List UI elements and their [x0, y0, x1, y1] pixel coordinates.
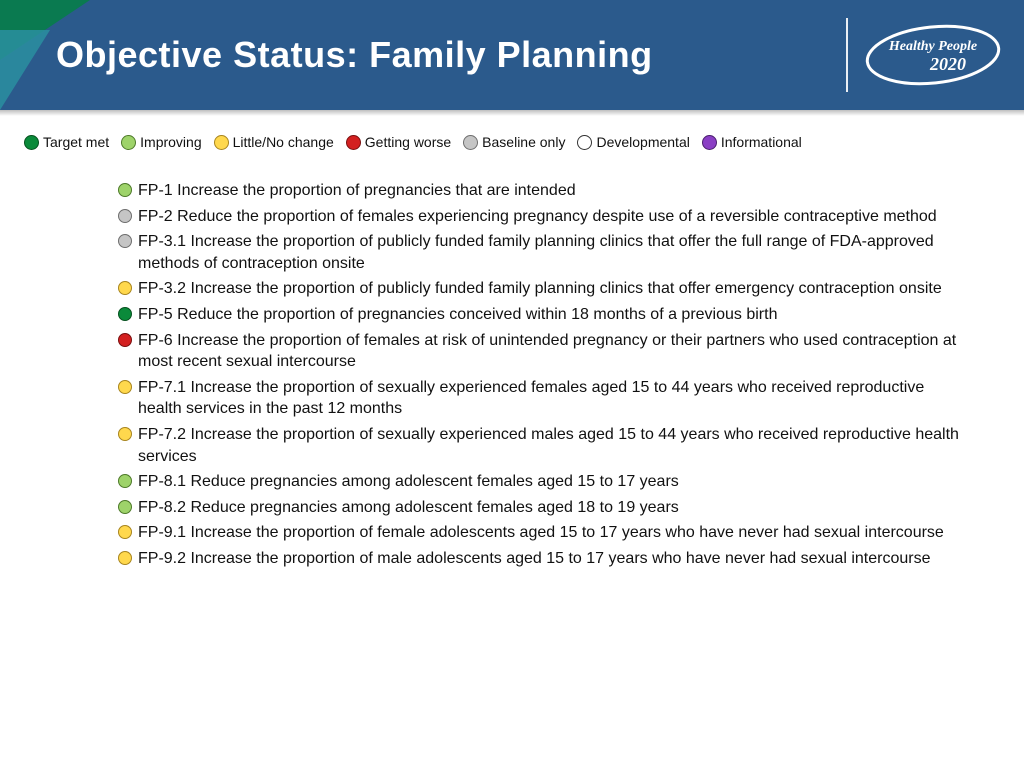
status-dot-icon	[702, 135, 717, 150]
legend-item-little-change: Little/No change	[214, 134, 334, 150]
objective-text: FP-7.2 Increase the proportion of sexual…	[138, 424, 964, 467]
legend-label: Target met	[43, 134, 109, 150]
header-divider	[846, 18, 848, 92]
objective-text: FP-9.1 Increase the proportion of female…	[138, 522, 944, 544]
objective-text: FP-2 Reduce the proportion of females ex…	[138, 206, 937, 228]
status-dot-icon	[118, 281, 132, 295]
legend-label: Getting worse	[365, 134, 451, 150]
legend-label: Informational	[721, 134, 802, 150]
status-dot-icon	[118, 551, 132, 565]
objective-text: FP-3.2 Increase the proportion of public…	[138, 278, 942, 300]
objective-row: FP-2 Reduce the proportion of females ex…	[118, 206, 964, 228]
objective-text: FP-7.1 Increase the proportion of sexual…	[138, 377, 964, 420]
legend-label: Developmental	[596, 134, 689, 150]
legend-item-target-met: Target met	[24, 134, 109, 150]
objective-text: FP-3.1 Increase the proportion of public…	[138, 231, 964, 274]
legend-item-improving: Improving	[121, 134, 201, 150]
legend-label: Baseline only	[482, 134, 565, 150]
objective-text: FP-9.2 Increase the proportion of male a…	[138, 548, 930, 570]
status-legend: Target met Improving Little/No change Getti…	[0, 116, 1024, 158]
status-dot-icon	[118, 209, 132, 223]
objective-row: FP-5 Reduce the proportion of pregnancie…	[118, 304, 964, 326]
page-title: Objective Status: Family Planning	[56, 34, 653, 76]
status-dot-icon	[118, 474, 132, 488]
status-dot-icon	[118, 183, 132, 197]
status-dot-icon	[118, 333, 132, 347]
objective-row: FP-7.1 Increase the proportion of sexual…	[118, 377, 964, 420]
status-dot-icon	[118, 427, 132, 441]
status-dot-icon	[346, 135, 361, 150]
status-dot-icon	[118, 234, 132, 248]
objective-row: FP-8.1 Reduce pregnancies among adolesce…	[118, 471, 964, 493]
status-dot-icon	[121, 135, 136, 150]
status-dot-icon	[214, 135, 229, 150]
legend-item-developmental: Developmental	[577, 134, 689, 150]
status-dot-icon	[118, 380, 132, 394]
objective-row: FP-3.1 Increase the proportion of public…	[118, 231, 964, 274]
legend-item-baseline-only: Baseline only	[463, 134, 565, 150]
objective-text: FP-5 Reduce the proportion of pregnancie…	[138, 304, 777, 326]
status-dot-icon	[463, 135, 478, 150]
objective-text: FP-1 Increase the proportion of pregnanc…	[138, 180, 576, 202]
healthy-people-2020-logo: Healthy People 2020	[861, 20, 1006, 90]
objective-row: FP-9.2 Increase the proportion of male a…	[118, 548, 964, 570]
legend-item-getting-worse: Getting worse	[346, 134, 451, 150]
objective-text: FP-8.1 Reduce pregnancies among adolesce…	[138, 471, 679, 493]
objective-row: FP-9.1 Increase the proportion of female…	[118, 522, 964, 544]
legend-item-informational: Informational	[702, 134, 802, 150]
objective-row: FP-7.2 Increase the proportion of sexual…	[118, 424, 964, 467]
objective-row: FP-6 Increase the proportion of females …	[118, 330, 964, 373]
objective-text: FP-6 Increase the proportion of females …	[138, 330, 964, 373]
objective-row: FP-3.2 Increase the proportion of public…	[118, 278, 964, 300]
objective-text: FP-8.2 Reduce pregnancies among adolesce…	[138, 497, 679, 519]
status-dot-icon	[118, 500, 132, 514]
objective-row: FP-1 Increase the proportion of pregnanc…	[118, 180, 964, 202]
logo-text-line1: Healthy People	[888, 39, 977, 54]
status-dot-icon	[24, 135, 39, 150]
legend-label: Little/No change	[233, 134, 334, 150]
slide-header: Objective Status: Family Planning Health…	[0, 0, 1024, 110]
objectives-list: FP-1 Increase the proportion of pregnanc…	[0, 158, 1024, 570]
status-dot-icon	[118, 307, 132, 321]
status-dot-icon	[118, 525, 132, 539]
objective-row: FP-8.2 Reduce pregnancies among adolesce…	[118, 497, 964, 519]
legend-label: Improving	[140, 134, 201, 150]
logo-text-line2: 2020	[929, 54, 966, 74]
header-accent-triangle-teal	[0, 30, 50, 110]
status-dot-icon	[577, 135, 592, 150]
